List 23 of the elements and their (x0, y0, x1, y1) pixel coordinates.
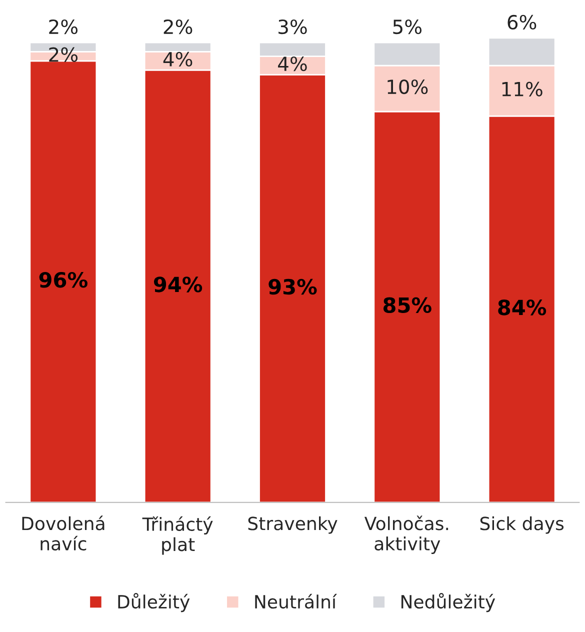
x-tick-label: Dovolená navíc (22, 516, 104, 551)
x-tick-label: Třináctý plat (142, 516, 213, 555)
data-label: 94% (154, 276, 202, 292)
data-label: 4% (278, 56, 307, 72)
data-label: 5% (393, 19, 422, 34)
data-label: 6% (508, 14, 536, 30)
data-label: 84% (498, 300, 546, 316)
legend-label: Nedůležitý (401, 593, 496, 612)
data-label: 3% (278, 19, 307, 34)
x-tick-label: Sick days (480, 516, 564, 534)
data-label: 93% (268, 278, 317, 295)
data-label: 85% (384, 297, 432, 314)
data-label: 11% (502, 82, 542, 96)
data-label: 4% (163, 52, 192, 67)
x-tick-label: Stravenky (248, 516, 338, 534)
data-label: 10% (388, 79, 428, 94)
data-label: 2% (164, 19, 192, 34)
legend-label: Neutrální (255, 594, 337, 609)
x-tick-label: Volnočas. aktivity (364, 516, 448, 554)
data-label: 96% (39, 272, 88, 288)
data-label: 2% (49, 19, 78, 34)
data-label: 2% (49, 47, 78, 62)
legend-label: Důležitý (118, 593, 190, 612)
